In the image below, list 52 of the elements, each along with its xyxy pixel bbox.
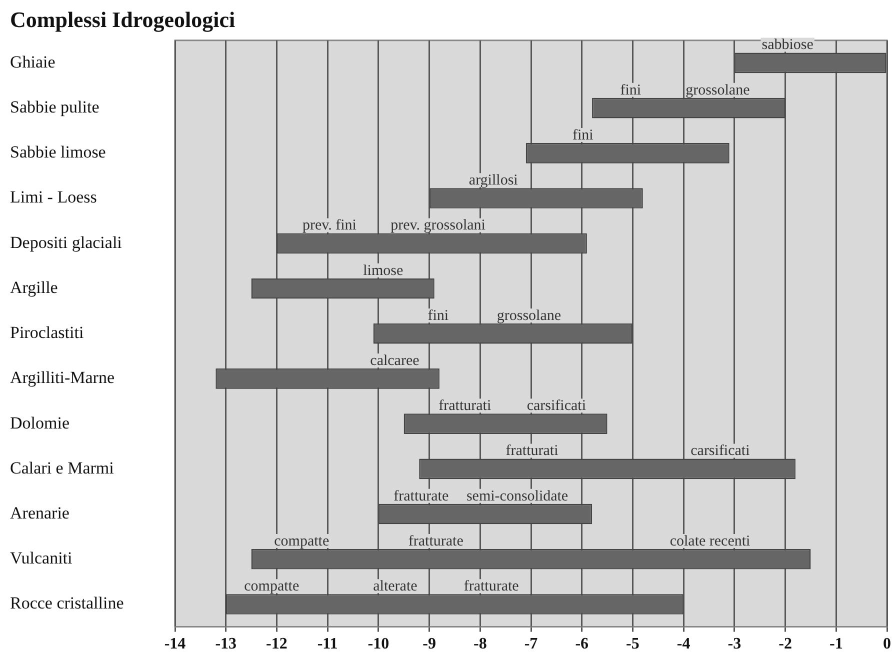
annotation: fratturate: [394, 488, 449, 504]
y-tick-label: Arenarie: [10, 504, 70, 522]
annotation: grossolane: [686, 82, 750, 98]
y-tick-label: Depositi glaciali: [10, 232, 122, 252]
x-tick-label: -13: [215, 636, 237, 653]
y-tick-label: Limi - Loess: [10, 188, 97, 207]
x-tick-label: -2: [778, 636, 792, 653]
annotation: grossolane: [496, 308, 562, 324]
x-tick-label: -6: [575, 636, 589, 653]
annotation: fratturate: [464, 578, 520, 595]
annotation: carsificati: [690, 443, 750, 460]
y-tick-label: Piroclastiti: [10, 323, 84, 342]
annotation: sabbiose: [762, 37, 814, 54]
annotation: fratturate: [408, 533, 464, 550]
annotation: carsificati: [526, 398, 586, 414]
y-tick-label: Vulcaniti: [10, 548, 73, 568]
annotation: semi-consolidate: [466, 488, 568, 504]
x-tick-label: -7: [524, 636, 538, 653]
y-tick-label: Ghiaie: [10, 52, 56, 72]
annotation: fratturati: [438, 398, 492, 414]
chart-title: Complessi Idrogeologici: [10, 6, 236, 32]
annotation: alterate: [373, 578, 418, 595]
y-tick-label: Sabbie pulite: [10, 98, 100, 117]
y-tick-label: Dolomie: [10, 413, 70, 432]
y-tick-label: Rocce cristalline: [10, 594, 124, 613]
x-tick-label: -12: [266, 636, 288, 653]
annotation: fratturati: [506, 443, 558, 460]
annotation: calcaree: [370, 352, 420, 369]
x-tick-label: -8: [473, 636, 487, 653]
x-tick-label: -14: [164, 636, 186, 653]
x-tick-label: -10: [368, 636, 390, 653]
x-tick-label: -9: [422, 636, 436, 653]
y-tick-label: Argille: [10, 278, 58, 297]
annotation: limose: [363, 262, 404, 279]
annotation: prev. fini: [302, 218, 356, 234]
annotation: fini: [572, 127, 594, 144]
x-tick-label: -1: [829, 636, 843, 653]
x-tick-label: -4: [676, 636, 690, 653]
x-tick-label: 0: [883, 636, 891, 653]
x-tick-label: -11: [317, 636, 338, 653]
x-tick-label: -5: [626, 636, 640, 653]
annotation: colate recenti: [670, 533, 750, 550]
x-tick-label: -3: [728, 636, 742, 653]
y-tick-label: Argilliti-Marne: [10, 368, 114, 388]
annotation: argillosi: [468, 172, 518, 189]
y-tick-label: Sabbie limose: [10, 142, 106, 162]
annotation: compatte: [274, 533, 330, 550]
annotation: prev. grossolani: [390, 218, 486, 234]
annotation: compatte: [244, 578, 300, 595]
annotation: fini: [428, 308, 449, 324]
y-tick-label: Calari e Marmi: [10, 458, 114, 478]
annotation: fini: [620, 82, 642, 98]
